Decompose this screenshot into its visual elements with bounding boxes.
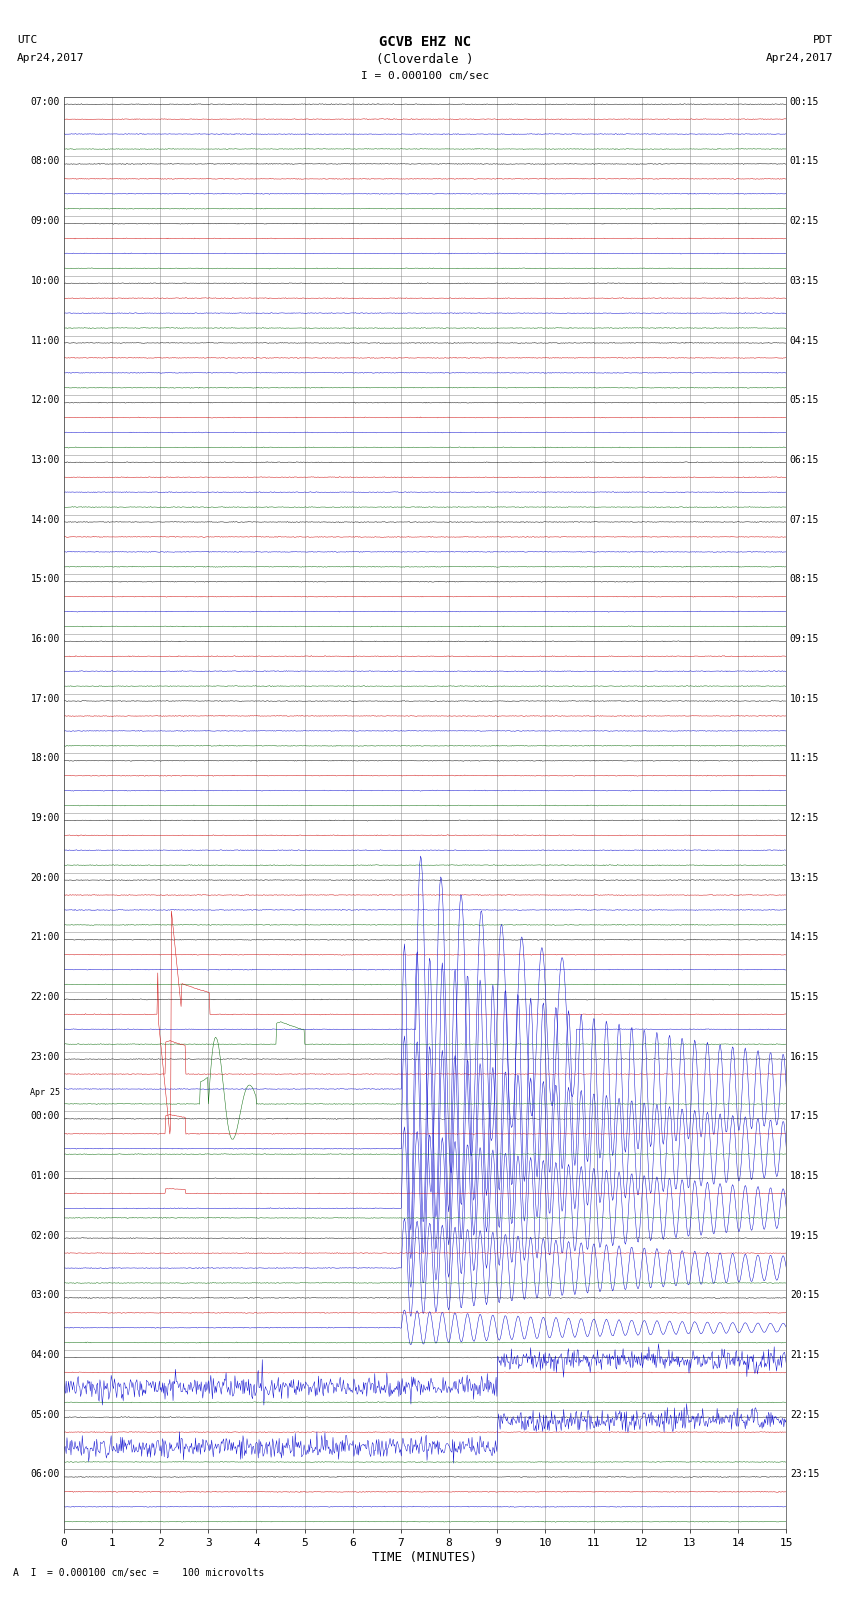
Text: 02:15: 02:15	[790, 216, 819, 226]
Text: 10:15: 10:15	[790, 694, 819, 703]
X-axis label: TIME (MINUTES): TIME (MINUTES)	[372, 1552, 478, 1565]
Text: 04:15: 04:15	[790, 336, 819, 345]
Text: 05:15: 05:15	[790, 395, 819, 405]
Text: 20:00: 20:00	[31, 873, 60, 882]
Text: Apr 25: Apr 25	[30, 1089, 60, 1097]
Text: 20:15: 20:15	[790, 1290, 819, 1300]
Text: UTC: UTC	[17, 35, 37, 45]
Text: 11:15: 11:15	[790, 753, 819, 763]
Text: Apr24,2017: Apr24,2017	[17, 53, 84, 63]
Text: 10:00: 10:00	[31, 276, 60, 286]
Text: 07:00: 07:00	[31, 97, 60, 106]
Text: I = 0.000100 cm/sec: I = 0.000100 cm/sec	[361, 71, 489, 81]
Text: 14:15: 14:15	[790, 932, 819, 942]
Text: 01:15: 01:15	[790, 156, 819, 166]
Text: = 0.000100 cm/sec =    100 microvolts: = 0.000100 cm/sec = 100 microvolts	[47, 1568, 264, 1578]
Text: 07:15: 07:15	[790, 515, 819, 524]
Text: 00:00: 00:00	[31, 1111, 60, 1121]
Text: 16:00: 16:00	[31, 634, 60, 644]
Text: 16:15: 16:15	[790, 1052, 819, 1061]
Text: 23:15: 23:15	[790, 1469, 819, 1479]
Text: 14:00: 14:00	[31, 515, 60, 524]
Text: 13:15: 13:15	[790, 873, 819, 882]
Text: 15:15: 15:15	[790, 992, 819, 1002]
Text: 12:15: 12:15	[790, 813, 819, 823]
Text: 06:00: 06:00	[31, 1469, 60, 1479]
Text: 02:00: 02:00	[31, 1231, 60, 1240]
Text: 11:00: 11:00	[31, 336, 60, 345]
Text: 03:15: 03:15	[790, 276, 819, 286]
Text: 05:00: 05:00	[31, 1410, 60, 1419]
Text: 08:00: 08:00	[31, 156, 60, 166]
Text: A  I: A I	[13, 1568, 37, 1578]
Text: 19:15: 19:15	[790, 1231, 819, 1240]
Text: 21:15: 21:15	[790, 1350, 819, 1360]
Text: 12:00: 12:00	[31, 395, 60, 405]
Text: 19:00: 19:00	[31, 813, 60, 823]
Text: 17:00: 17:00	[31, 694, 60, 703]
Text: 08:15: 08:15	[790, 574, 819, 584]
Text: PDT: PDT	[813, 35, 833, 45]
Text: 03:00: 03:00	[31, 1290, 60, 1300]
Text: Apr24,2017: Apr24,2017	[766, 53, 833, 63]
Text: 15:00: 15:00	[31, 574, 60, 584]
Text: 09:00: 09:00	[31, 216, 60, 226]
Text: 01:00: 01:00	[31, 1171, 60, 1181]
Text: 22:00: 22:00	[31, 992, 60, 1002]
Text: 22:15: 22:15	[790, 1410, 819, 1419]
Text: 17:15: 17:15	[790, 1111, 819, 1121]
Text: 09:15: 09:15	[790, 634, 819, 644]
Text: 00:15: 00:15	[790, 97, 819, 106]
Text: 06:15: 06:15	[790, 455, 819, 465]
Text: 23:00: 23:00	[31, 1052, 60, 1061]
Text: 18:00: 18:00	[31, 753, 60, 763]
Text: 21:00: 21:00	[31, 932, 60, 942]
Text: 04:00: 04:00	[31, 1350, 60, 1360]
Text: GCVB EHZ NC: GCVB EHZ NC	[379, 35, 471, 50]
Text: 13:00: 13:00	[31, 455, 60, 465]
Text: 18:15: 18:15	[790, 1171, 819, 1181]
Text: (Cloverdale ): (Cloverdale )	[377, 53, 473, 66]
